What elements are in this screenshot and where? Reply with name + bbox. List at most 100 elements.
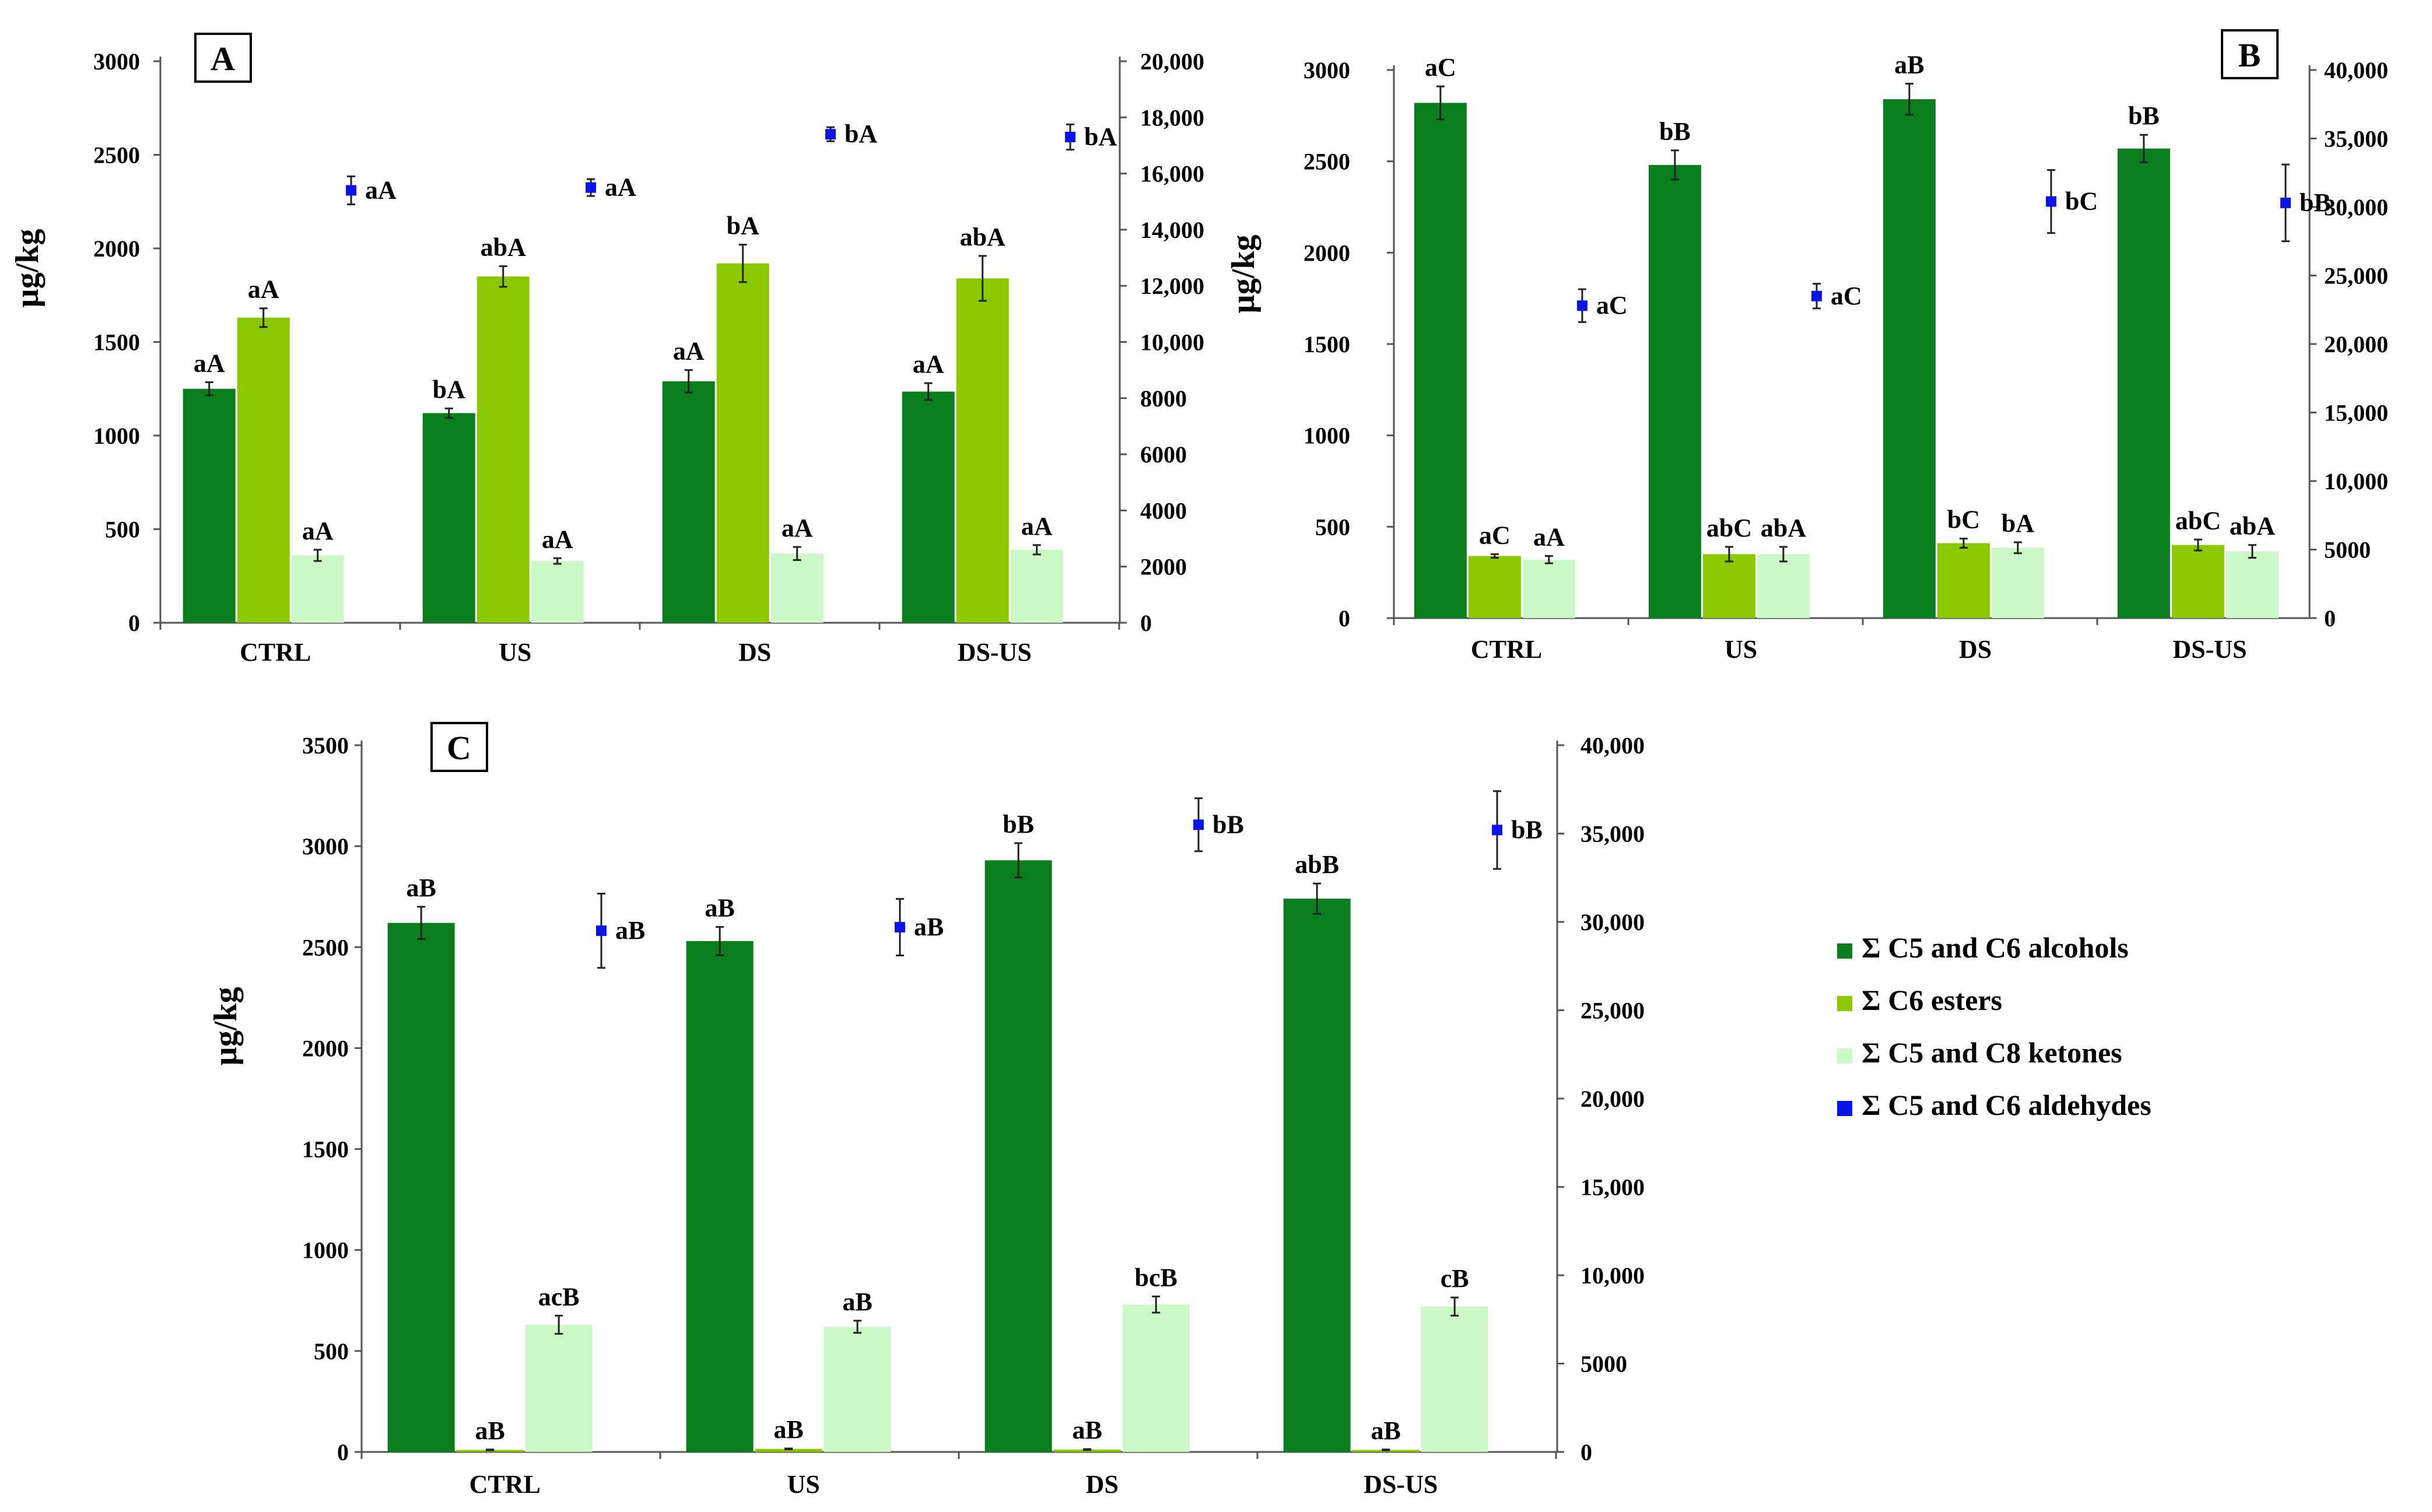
significance-label: aA (673, 337, 705, 366)
bar (755, 1448, 822, 1452)
legend-swatch (1837, 943, 1852, 959)
left-tick-label: 1000 (93, 423, 140, 449)
left-tick-label: 500 (314, 1338, 349, 1364)
legend-swatch (1837, 996, 1852, 1011)
panel-letter-box (2221, 29, 2279, 79)
significance-label: abA (1761, 514, 1806, 542)
chart-panel-b: 0 500 1000 1500 2000 2500 3000 0 5000 10,000 15,00… (1225, 29, 2388, 664)
left-tick-label: 2000 (302, 1035, 349, 1061)
right-tick-label: 25,000 (2324, 263, 2388, 289)
significance-label: aA (365, 176, 397, 204)
category-label: DS (1086, 1470, 1119, 1499)
left-tick-label: 3000 (302, 833, 349, 860)
significance-label: bB (1003, 810, 1034, 839)
data-point (1065, 132, 1076, 143)
bar (686, 941, 754, 1452)
chart-panel-a: 0 500 1000 1500 2000 2500 3000 0 2000 4000 6000 800… (9, 33, 1204, 666)
bar (770, 553, 823, 623)
right-tick-label: 10,000 (1581, 1262, 1645, 1289)
bar (716, 263, 769, 623)
significance-label: aA (542, 525, 573, 553)
bar (1421, 1306, 1488, 1452)
data-point (586, 182, 597, 193)
data-point (2280, 197, 2291, 208)
legend: Σ C5 and C6 alcohols Σ C6 esters Σ C5 and … (1837, 931, 2151, 1121)
left-tick-label: 0 (1338, 605, 1350, 632)
significance-label: aB (406, 873, 436, 902)
significance-label: aC (1425, 53, 1456, 82)
bar (1648, 164, 1701, 618)
left-tick-label: 3000 (1303, 57, 1350, 83)
category-label: CTRL (240, 638, 311, 666)
category-label: CTRL (469, 1470, 541, 1499)
significance-label: bB (2128, 101, 2160, 130)
chart-panel-c: 0 500 1000 1500 2000 2500 3000 3500 0 5000 10,000 1… (208, 722, 1645, 1499)
right-tick-label: 35,000 (1581, 821, 1645, 847)
bar (422, 413, 475, 623)
left-tick-label: 1500 (1303, 331, 1350, 357)
bar (1757, 554, 1810, 618)
significance-label: abA (481, 233, 526, 261)
left-tick-label: 2500 (93, 142, 140, 169)
significance-label: aA (302, 517, 334, 545)
right-tick-label: 30,000 (2324, 194, 2388, 220)
significance-label: aA (605, 173, 636, 202)
significance-label: cB (1441, 1264, 1469, 1293)
significance-label: aB (914, 913, 944, 941)
category-label: DS-US (958, 638, 1032, 666)
right-tick-label: 0 (2324, 605, 2336, 632)
y-axis-label: µg/kg (208, 987, 244, 1066)
significance-label: aA (194, 349, 225, 378)
right-tick-label: 0 (1140, 610, 1152, 636)
significance-label: bA (844, 120, 877, 148)
data-point (1811, 290, 1822, 301)
significance-label: aA (782, 514, 813, 542)
legend-label: Σ C5 and C6 aldehydes (1862, 1089, 2151, 1121)
significance-label: bB (1659, 117, 1691, 146)
legend-label: Σ C5 and C6 alcohols (1862, 931, 2129, 964)
left-tick-label: 1000 (302, 1237, 349, 1264)
y-axis-label: µg/kg (9, 229, 45, 308)
panel-letter: C (447, 729, 471, 767)
significance-label: bC (2065, 187, 2098, 216)
bar (984, 860, 1052, 1452)
bar (237, 317, 290, 623)
right-tick-label: 6000 (1140, 441, 1187, 468)
data-point (2045, 196, 2056, 207)
category-label: US (787, 1470, 820, 1499)
legend-swatch (1837, 1048, 1852, 1064)
right-tick-label: 14,000 (1140, 217, 1204, 243)
left-tick-label: 3500 (302, 732, 349, 759)
significance-label: aA (1021, 512, 1053, 541)
data-point (1492, 825, 1503, 836)
right-tick-label: 18,000 (1140, 104, 1204, 131)
legend-label: Σ C5 and C8 ketones (1862, 1036, 2122, 1069)
legend-swatch (1837, 1101, 1852, 1116)
right-tick-label: 2000 (1140, 554, 1187, 580)
category-label: US (499, 638, 531, 666)
bar (1883, 99, 1936, 619)
bar (2171, 545, 2224, 618)
panel-letter: A (211, 40, 235, 78)
right-tick-label: 20,000 (1581, 1086, 1645, 1112)
bar (1991, 548, 2044, 618)
significance-label: bC (1947, 506, 1980, 534)
right-tick-label: 5000 (1581, 1351, 1627, 1377)
right-tick-label: 40,000 (1581, 732, 1645, 759)
left-tick-label: 3000 (93, 48, 140, 75)
right-tick-label: 20,000 (1140, 48, 1204, 75)
data-point (1193, 819, 1204, 830)
panel-letter-box (430, 722, 488, 772)
category-label: DS (738, 638, 771, 666)
bar (2117, 148, 2170, 618)
right-tick-label: 15,000 (2324, 400, 2388, 426)
significance-label: abA (2230, 512, 2275, 541)
right-tick-label: 15,000 (1581, 1174, 1645, 1201)
significance-label: aB (773, 1415, 803, 1444)
bar (2226, 551, 2279, 618)
right-tick-label: 5000 (2324, 537, 2371, 563)
panel-letter-box (194, 33, 252, 83)
category-label: CTRL (1471, 635, 1542, 664)
data-point (596, 925, 607, 936)
left-tick-label: 2000 (93, 236, 140, 262)
